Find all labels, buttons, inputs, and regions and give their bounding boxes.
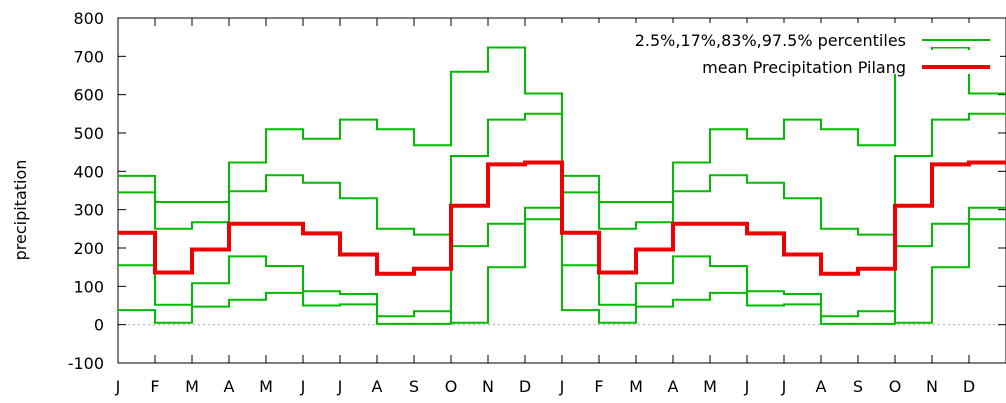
x-tick-label: D	[963, 377, 975, 396]
series-p97-5	[118, 46, 1006, 203]
x-tick-label: N	[482, 377, 494, 396]
x-tick-label: J	[559, 377, 565, 396]
legend-label: 2.5%,17%,83%,97.5% percentiles	[635, 31, 906, 50]
x-tick-label: J	[337, 377, 343, 396]
y-tick-label: -100	[68, 354, 104, 373]
y-tick-label: 800	[73, 9, 104, 28]
series-layer	[118, 46, 1006, 325]
x-tick-label: M	[185, 377, 199, 396]
x-tick-label: N	[926, 377, 938, 396]
x-tick-label: O	[445, 377, 458, 396]
x-tick-label: A	[224, 377, 235, 396]
y-axis-label: precipitation	[11, 160, 30, 261]
legend-bg	[540, 50, 1000, 74]
legend: 2.5%,17%,83%,97.5% percentiles mean Preci…	[540, 23, 1000, 77]
x-tick-label: J	[781, 377, 787, 396]
x-tick-label: F	[150, 377, 159, 396]
x-tick-label: A	[816, 377, 827, 396]
x-tick-label: M	[703, 377, 717, 396]
y-tick-label: 500	[73, 124, 104, 143]
x-tick-label: J	[115, 377, 121, 396]
x-tick-label: J	[744, 377, 750, 396]
series-mean	[118, 160, 1006, 276]
y-tick-label: 700	[73, 47, 104, 66]
y-tick-label: 0	[94, 316, 104, 335]
x-tick-label: S	[853, 377, 863, 396]
series-p17	[118, 206, 1006, 325]
x-tick-label: A	[372, 377, 383, 396]
x-tick-label: O	[889, 377, 902, 396]
x-tick-label: A	[668, 377, 679, 396]
legend-label: mean Precipitation Pilang	[702, 58, 906, 77]
x-tick-label: M	[629, 377, 643, 396]
x-tick-label: M	[259, 377, 273, 396]
y-tick-label: 400	[73, 162, 104, 181]
x-tick-label: D	[519, 377, 531, 396]
y-tick-label: 200	[73, 239, 104, 258]
x-tick-label: S	[409, 377, 419, 396]
x-tick-label: F	[594, 377, 603, 396]
x-tick-label: J	[300, 377, 306, 396]
y-tick-label: 600	[73, 86, 104, 105]
legend-bg	[540, 23, 1000, 47]
y-tick-label: 100	[73, 277, 104, 296]
y-tick-label: 300	[73, 201, 104, 220]
